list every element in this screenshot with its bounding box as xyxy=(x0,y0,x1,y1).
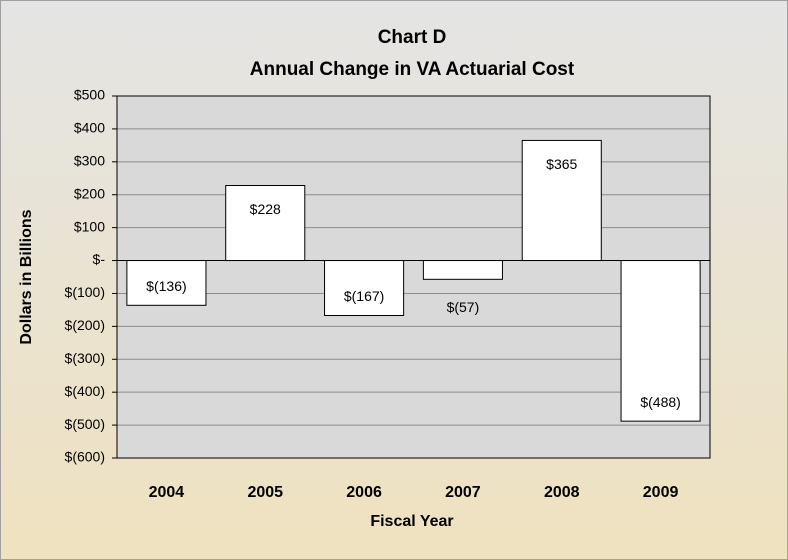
data-label: $(136) xyxy=(146,278,186,294)
x-tick-label: 2008 xyxy=(544,484,580,501)
plot-border xyxy=(116,95,711,459)
x-axis-title: Fiscal Year xyxy=(370,513,453,530)
y-tick-label: $(100) xyxy=(65,284,105,300)
bar xyxy=(225,185,306,262)
data-label: $228 xyxy=(250,201,281,217)
data-label: $365 xyxy=(546,156,577,172)
y-tick-label: $(600) xyxy=(65,449,105,465)
y-tick-label: $100 xyxy=(74,218,105,234)
x-tick-label: 2004 xyxy=(149,484,185,501)
plot-area xyxy=(117,96,710,458)
data-label: $(167) xyxy=(344,288,384,304)
y-axis-title: Dollars in Billions xyxy=(18,209,35,344)
bar xyxy=(521,139,602,262)
y-tick-label: $400 xyxy=(74,120,105,136)
chart-subtitle: Annual Change in VA Actuarial Cost xyxy=(250,59,575,80)
y-tick-label: $200 xyxy=(74,185,105,201)
y-tick-label: $- xyxy=(93,251,106,267)
data-label: $(57) xyxy=(447,299,480,315)
y-tick-label: $(500) xyxy=(65,416,105,432)
y-tick-label: $300 xyxy=(74,153,105,169)
x-tick-label: 2009 xyxy=(643,484,679,501)
y-tick-label: $(400) xyxy=(65,383,105,399)
y-tick-label: $(300) xyxy=(65,350,105,366)
bar xyxy=(620,260,701,422)
bar xyxy=(422,260,503,280)
chart-title: Chart D xyxy=(378,27,447,48)
y-tick-label: $(200) xyxy=(65,317,105,333)
x-tick-label: 2005 xyxy=(247,484,283,501)
x-tick-label: 2006 xyxy=(346,484,382,501)
x-tick-label: 2007 xyxy=(445,484,481,501)
data-label: $(488) xyxy=(640,394,680,410)
y-tick-label: $500 xyxy=(74,87,105,103)
